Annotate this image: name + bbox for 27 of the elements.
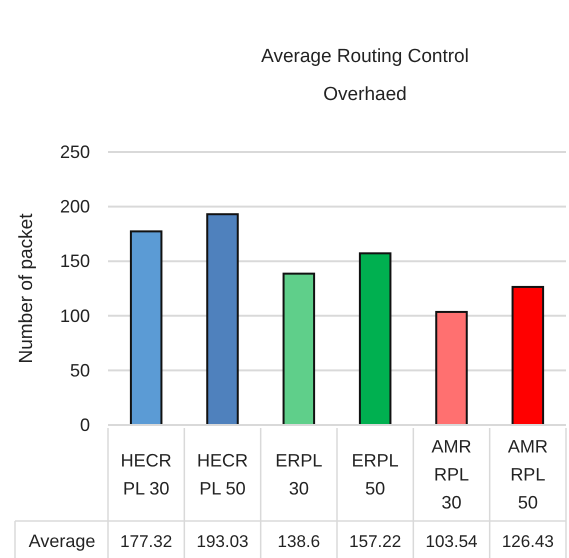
x-tick-label: HECR PL 30 (120, 450, 172, 498)
y-axis-title: Number of packet (16, 212, 37, 364)
data-label: 138.6 (278, 532, 320, 551)
chart-title: Average Routing Control Overhaed (261, 46, 469, 105)
data-label: 193.03 (196, 532, 248, 551)
data-label: 126.43 (502, 532, 554, 551)
x-tick-label: ERPL 30 (275, 450, 322, 498)
y-tick-label: 0 (80, 415, 90, 435)
y-tick-label: 150 (60, 251, 90, 272)
x-tick-label: HECR PL 50 (196, 450, 248, 498)
bar (206, 213, 239, 426)
bar (282, 272, 316, 426)
x-tick-label: ERPL 50 (352, 450, 399, 498)
data-label: 103.54 (426, 532, 478, 551)
bar (130, 230, 162, 426)
bar (435, 310, 468, 426)
y-tick-label: 50 (70, 360, 90, 380)
x-tick-label: AMR RPL 50 (508, 436, 548, 512)
bar (512, 286, 544, 426)
y-tick-label: 100 (60, 306, 90, 326)
y-tick-label: 200 (60, 196, 90, 217)
bar (358, 252, 392, 426)
y-tick-label: 250 (60, 142, 90, 162)
text: Average (28, 531, 96, 551)
data-label: 177.32 (120, 532, 172, 551)
x-tick-label: AMR RPL 30 (432, 436, 472, 512)
data-label: 157.22 (349, 532, 402, 551)
